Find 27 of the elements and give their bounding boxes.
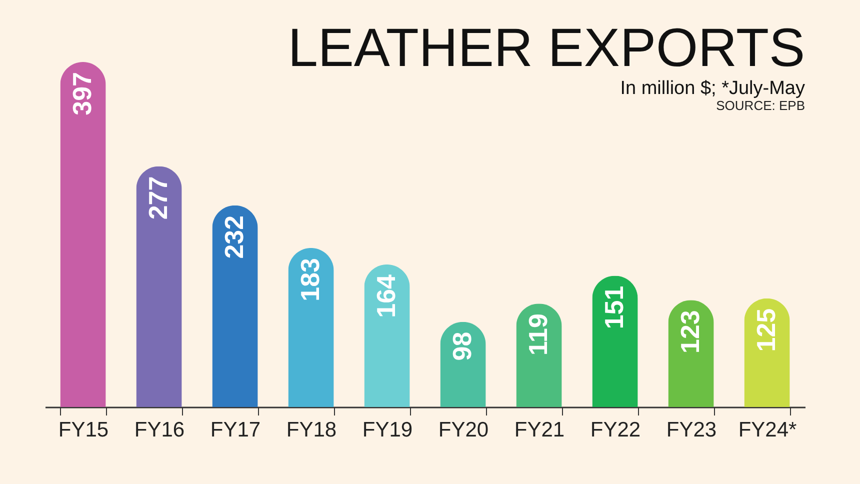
- data-label: 183: [295, 258, 325, 302]
- data-label: 232: [219, 215, 249, 259]
- data-label: 123: [675, 310, 705, 354]
- text: In million $; *July-May: [620, 78, 806, 99]
- x-tick-label: FY22: [590, 418, 641, 442]
- data-label: 164: [371, 274, 401, 318]
- x-tick-label: FY24*: [738, 418, 797, 442]
- x-tick-label: FY23: [666, 418, 717, 442]
- annotation: SOURCE: EPB: [716, 98, 805, 113]
- data-label: 397: [67, 72, 97, 116]
- bar: [288, 248, 334, 407]
- data-label: 125: [751, 308, 781, 352]
- chart-title: LEATHER EXPORTS: [288, 18, 805, 78]
- x-tick-label: FY17: [210, 418, 261, 442]
- bar: [212, 205, 258, 407]
- x-tick-label: FY20: [438, 418, 489, 442]
- bar: [60, 62, 106, 407]
- x-tick-label: FY16: [134, 418, 185, 442]
- x-tick-label: FY15: [58, 418, 109, 442]
- x-tick-label: FY18: [286, 418, 337, 442]
- bar: [136, 166, 182, 407]
- x-tick-label: FY19: [362, 418, 413, 442]
- data-label: 98: [447, 332, 477, 361]
- data-label: 277: [143, 176, 173, 220]
- x-tick-label: FY21: [514, 418, 565, 442]
- data-label: 119: [523, 314, 553, 356]
- data-label: 151: [599, 286, 629, 330]
